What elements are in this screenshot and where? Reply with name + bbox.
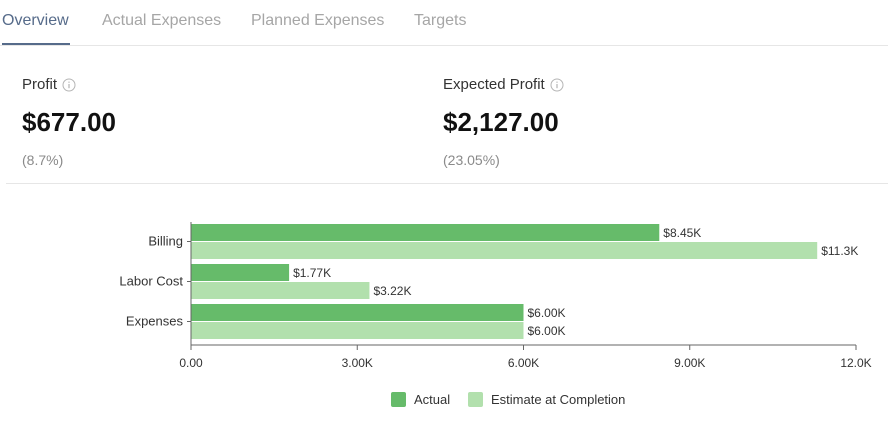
tab-bar: Overview Actual Expenses Planned Expense… [0, 0, 888, 46]
info-icon[interactable] [62, 78, 76, 92]
x-tick-label-1: 3.00K [342, 356, 373, 370]
data-label-actual-labor-cost: $1.77K [293, 266, 331, 280]
tab-overview[interactable]: Overview [2, 12, 69, 29]
tab-planned-expenses[interactable]: Planned Expenses [251, 12, 385, 29]
data-label-estimate-at-completion-labor-cost: $3.22K [373, 284, 411, 298]
expected-profit-label-row: Expected Profit [443, 76, 564, 93]
info-icon[interactable] [550, 78, 564, 92]
tab-actual-expenses[interactable]: Actual Expenses [102, 12, 222, 29]
profit-label: Profit [22, 76, 58, 93]
legend-label-actual[interactable]: Actual [414, 392, 450, 407]
profit-percent: (8.7%) [22, 152, 64, 168]
data-label-estimate-at-completion-billing: $11.3K [821, 244, 858, 258]
expected-profit-label: Expected Profit [443, 76, 545, 93]
bar-estimate-at-completion-labor-cost[interactable] [191, 282, 370, 299]
x-tick-label-0: 0.00 [179, 356, 203, 370]
data-label-actual-expenses: $6.00K [528, 306, 566, 320]
expected-profit-value: $2,127.00 [443, 107, 559, 137]
category-label-billing: Billing [148, 234, 183, 249]
profit-value: $677.00 [22, 107, 116, 137]
section-divider [6, 183, 888, 184]
profit-label-row: Profit [22, 76, 116, 93]
data-label-estimate-at-completion-expenses: $6.00K [528, 324, 566, 338]
category-label-expenses: Expenses [126, 314, 184, 329]
legend-swatch-actual[interactable] [391, 392, 406, 407]
legend-label-estimate-at-completion[interactable]: Estimate at Completion [491, 392, 625, 407]
bar-estimate-at-completion-expenses[interactable] [191, 322, 524, 339]
bar-actual-billing[interactable] [191, 224, 660, 241]
x-tick-label-2: 6.00K [508, 356, 539, 370]
x-tick-label-4: 12.0K [840, 356, 871, 370]
expected-profit-metric: Expected Profit $2,127.00 (23.05%) [443, 76, 564, 168]
category-label-labor-cost: Labor Cost [119, 274, 183, 289]
data-label-actual-billing: $8.45K [663, 226, 701, 240]
bar-actual-labor-cost[interactable] [191, 264, 290, 281]
active-tab-indicator [2, 43, 70, 45]
tab-targets[interactable]: Targets [414, 12, 467, 29]
bar-actual-expenses[interactable] [191, 304, 524, 321]
legend-swatch-estimate-at-completion[interactable] [468, 392, 483, 407]
expected-profit-percent: (23.05%) [443, 152, 500, 168]
profit-metric: Profit $677.00 (8.7%) [22, 76, 116, 168]
x-tick-label-3: 9.00K [674, 356, 705, 370]
profit-bar-chart: Billing $8.45K $11.3K Labor Cost $1.77K $3.22… [119, 222, 872, 407]
bar-estimate-at-completion-billing[interactable] [191, 242, 818, 259]
